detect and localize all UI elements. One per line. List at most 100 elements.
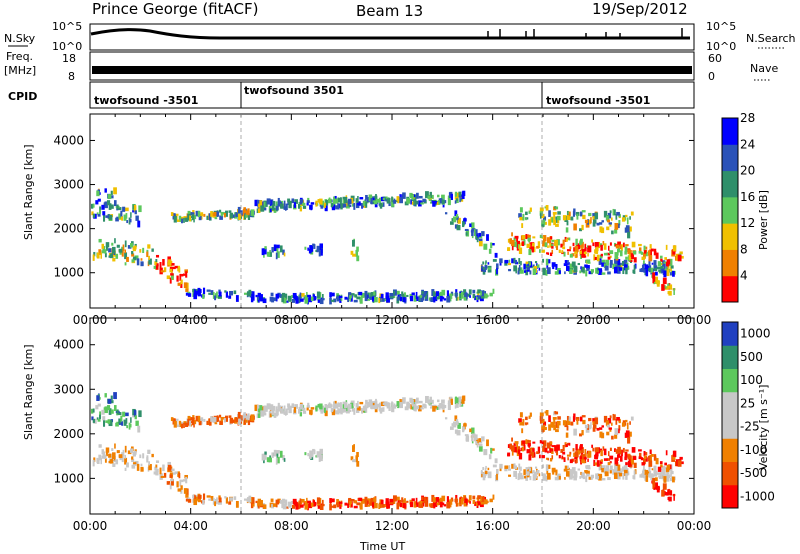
velocity-echo-cell — [548, 424, 552, 431]
velocity-echo-cell — [577, 468, 581, 471]
velocity-echo-cell — [235, 417, 238, 422]
velocity-echo-cell — [613, 414, 616, 421]
power-echo-cell — [592, 242, 595, 247]
velocity-echo-cell — [281, 501, 284, 509]
power-echo-cell — [190, 212, 195, 215]
velocity-echo-cell — [567, 465, 569, 470]
velocity-echo-cell — [136, 463, 140, 471]
power-echo-cell — [385, 295, 389, 300]
velocity-echo-cell — [669, 490, 673, 496]
velocity-echo-cell — [310, 502, 314, 507]
power-echo-cell — [581, 253, 586, 258]
power-echo-cell — [511, 232, 513, 237]
power-echo-cell — [592, 222, 596, 227]
power-echo-cell — [279, 245, 283, 253]
power-echo-cell — [643, 252, 646, 259]
velocity-echo-cell — [603, 448, 607, 456]
velocity-echo-cell — [566, 425, 569, 431]
velocity-echo-cell — [591, 444, 594, 448]
velocity-echo-cell — [280, 405, 284, 409]
velocity-echo-cell — [366, 504, 370, 507]
power-echo-cell — [439, 295, 443, 302]
velocity-echo-cell — [478, 441, 483, 444]
velocity-echo-cell — [97, 403, 101, 407]
velocity-echo-cell — [483, 449, 488, 456]
velocity-echo-cell — [306, 497, 308, 504]
power-echo-cell — [517, 270, 520, 275]
velocity-echo-cell — [678, 459, 682, 462]
power-echo-cell — [378, 297, 381, 304]
velocity-echo-cell — [337, 402, 340, 408]
velocity-colorbar-frame — [721, 321, 739, 509]
velocity-echo-cell — [480, 496, 482, 502]
velocity-echo-cell — [633, 462, 637, 468]
velocity-echo-cell — [148, 461, 150, 466]
power-echo-cell — [672, 251, 676, 255]
velocity-colorbar-segment — [722, 461, 738, 486]
velocity-echo-cell — [525, 467, 529, 470]
velocity-echo-cell — [121, 421, 123, 426]
power-echo-cell — [552, 263, 555, 270]
power-echo-cell — [397, 296, 400, 301]
power-echo-cell — [432, 296, 437, 301]
velocity-echo-cell — [444, 417, 448, 420]
velocity-echo-cell — [109, 400, 114, 404]
power-echo-cell — [562, 246, 566, 250]
power-echo-cell — [609, 259, 613, 265]
power-echo-cell — [315, 249, 317, 253]
velocity-echo-cell — [664, 474, 667, 477]
velocity-echo-cell — [551, 455, 554, 460]
velocity-echo-cell — [415, 405, 419, 410]
velocity-echo-cell — [486, 439, 489, 447]
velocity-echo-cell — [96, 417, 99, 420]
power-echo-cell — [569, 246, 572, 250]
power-echo-cell — [469, 295, 471, 298]
power-echo-cell — [653, 248, 657, 256]
velocity-echo-cell — [306, 407, 309, 411]
power-echo-cell — [573, 270, 577, 275]
velocity-echo-cell — [607, 477, 611, 481]
power-echo-cell — [561, 250, 564, 254]
power-echo-cell — [581, 210, 586, 213]
velocity-echo-cell — [554, 445, 558, 452]
power-echo-cell — [446, 290, 449, 297]
velocity-echo-cell — [247, 418, 251, 426]
velocity-echo-cell — [421, 496, 424, 501]
power-echo-cell — [555, 206, 559, 210]
power-echo-cell — [103, 249, 107, 254]
velocity-echo-cell — [273, 412, 277, 418]
power-echo-cell — [446, 296, 451, 303]
power-echo-cell — [331, 204, 336, 211]
power-echo-cell — [283, 206, 287, 210]
power-echo-cell — [437, 194, 440, 198]
power-echo-cell — [572, 242, 575, 247]
power-echo-cell — [291, 295, 295, 298]
power-echo-cell — [557, 211, 561, 215]
power-echo-cell — [299, 198, 304, 205]
velocity-echo-cell — [592, 447, 595, 452]
power-echo-cell — [581, 266, 585, 273]
power-echo-cell — [534, 261, 538, 264]
power-echo-cell — [97, 198, 101, 202]
power-echo-cell — [629, 216, 631, 220]
power-echo-cell — [586, 265, 590, 270]
velocity-echo-cell — [630, 466, 632, 469]
velocity-echo-cell — [187, 497, 191, 501]
power-echo-cell — [317, 199, 321, 203]
velocity-echo-cell — [350, 402, 354, 409]
velocity-echo-cell — [434, 405, 438, 409]
velocity-echo-cell — [429, 396, 432, 403]
power-echo-cell — [601, 220, 604, 223]
velocity-echo-cell — [631, 447, 636, 453]
power-echo-cell — [317, 299, 322, 303]
velocity-echo-cell — [520, 466, 522, 471]
power-echo-cell — [255, 294, 258, 298]
power-echo-cell — [348, 292, 352, 295]
power-echo-cell — [185, 217, 189, 222]
power-echo-cell — [95, 200, 99, 205]
power-echo-cell — [104, 188, 107, 193]
power-echo-cell — [287, 295, 292, 302]
velocity-echo-cell — [132, 415, 135, 418]
velocity-y-tick-label: 2000 — [53, 427, 84, 441]
power-echo-cell — [626, 217, 629, 225]
